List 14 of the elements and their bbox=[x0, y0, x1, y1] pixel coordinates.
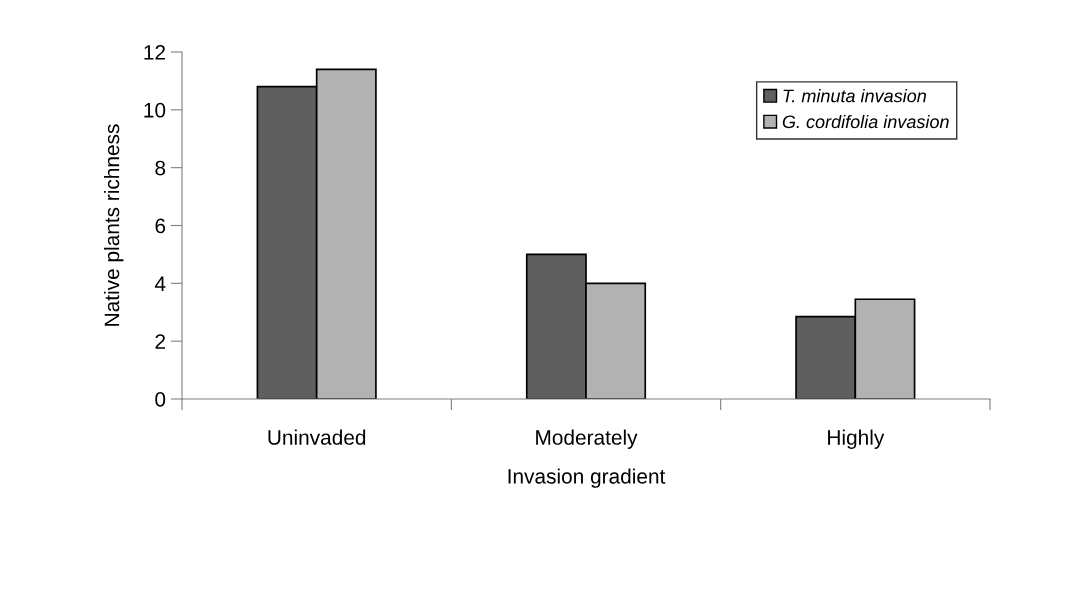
y-tick-label: 2 bbox=[155, 334, 165, 349]
y-tick-label: 0 bbox=[155, 392, 166, 407]
x-tick-label: Uninvaded bbox=[268, 429, 366, 445]
y-tick-label: 4 bbox=[154, 276, 166, 291]
y-tick-label: 10 bbox=[144, 102, 166, 118]
legend-label: T. minuta invasion bbox=[783, 89, 926, 103]
y-axis-title: Native plants richness bbox=[103, 124, 124, 326]
x-axis-title: Invasion gradient bbox=[508, 468, 666, 488]
y-tick-label: 8 bbox=[155, 160, 166, 176]
x-tick-label: Highly bbox=[828, 429, 885, 449]
y-tick-label: 6 bbox=[155, 218, 166, 234]
x-tick-label: Moderately bbox=[536, 429, 638, 449]
legend-label: G. cordifolia invasion bbox=[782, 114, 949, 129]
y-tick-label: 12 bbox=[144, 45, 165, 60]
